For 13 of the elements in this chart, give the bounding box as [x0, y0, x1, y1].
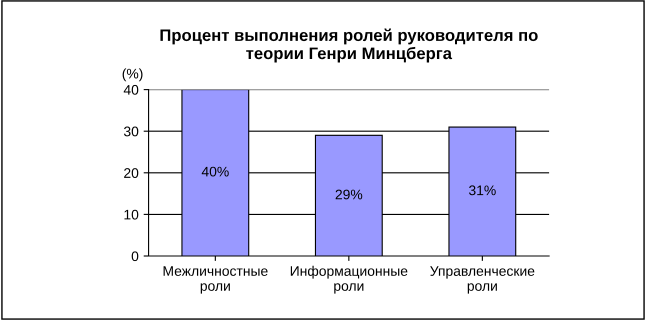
data-label: 40% — [202, 166, 229, 177]
x-tick-label: Информационные роли — [290, 266, 408, 294]
y-tick-label: 10 — [124, 210, 138, 220]
y-tick-label: 30 — [124, 126, 138, 136]
chart-title: Процент выполнения ролей руководителя по теории Генри Минцберга — [160, 28, 538, 63]
x-tick-label: Межличностные роли — [164, 266, 268, 294]
x-tick-label: Управленческие роли — [430, 266, 534, 294]
y-tick-label: 40 — [124, 84, 138, 95]
y-axis-title: (%) — [122, 68, 142, 82]
y-tick-label: 20 — [124, 168, 138, 178]
y-tick-label: 0 — [132, 251, 138, 262]
data-label: 31% — [468, 185, 496, 196]
data-label: 29% — [336, 190, 362, 200]
